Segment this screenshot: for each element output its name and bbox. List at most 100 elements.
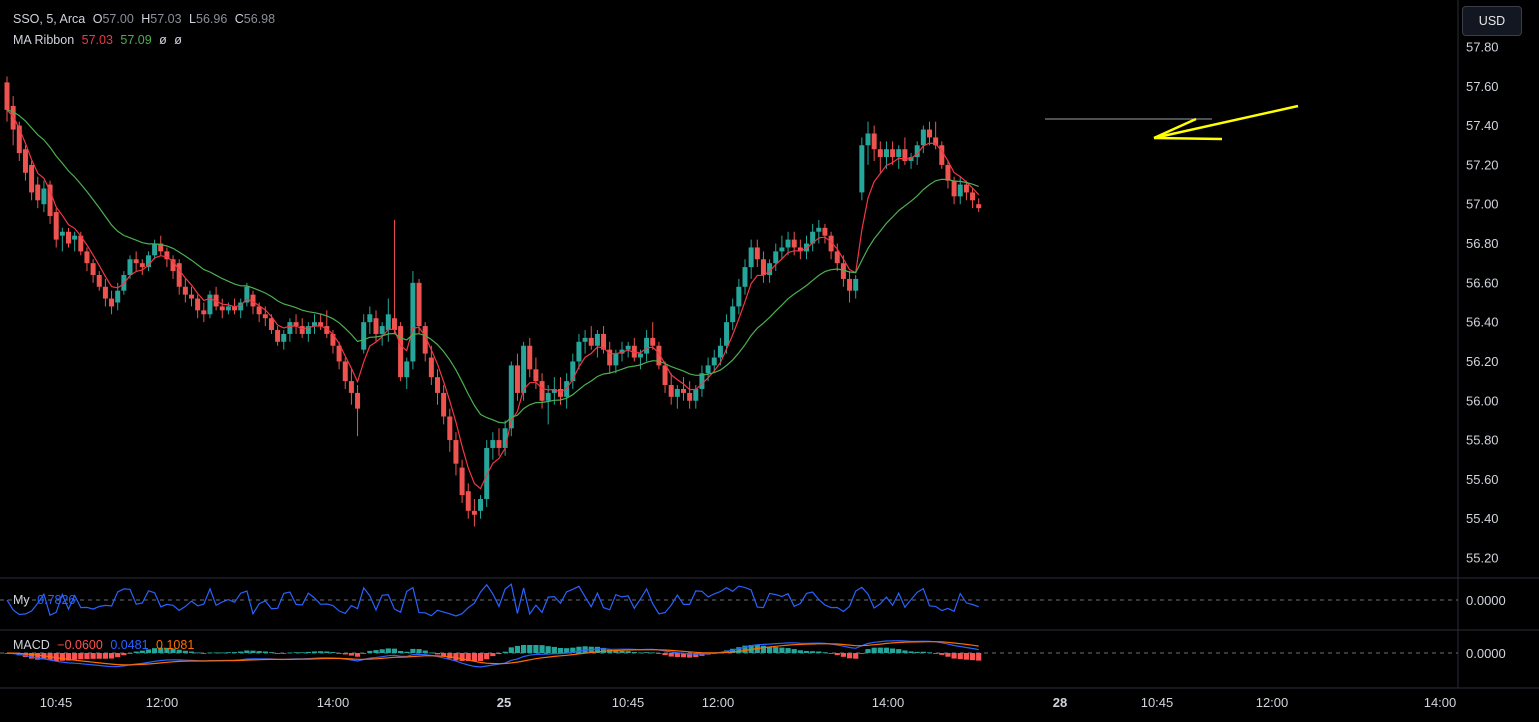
candle-body <box>72 235 78 240</box>
macd-histogram-bar <box>231 652 238 653</box>
candle-body <box>970 192 976 201</box>
candle-body <box>35 184 41 201</box>
candle-body <box>275 330 281 342</box>
time-tick-label: 12:00 <box>1256 695 1289 710</box>
candle-body <box>53 212 59 240</box>
macd-histogram-bar <box>471 653 477 661</box>
macd-histogram-bar <box>441 653 447 657</box>
candle-body <box>268 318 274 331</box>
candle-body <box>133 259 139 264</box>
macd-histogram-bar <box>656 653 662 654</box>
time-tick-label: 14:00 <box>1424 695 1457 710</box>
macd-histogram-bar <box>791 649 797 653</box>
candle-body <box>797 247 803 252</box>
candle-body <box>145 255 151 268</box>
candle-body <box>742 267 748 287</box>
macd-histogram-bar <box>668 653 674 657</box>
candle-body <box>176 263 182 287</box>
high-label: H <box>141 12 151 26</box>
candle-body <box>920 129 926 146</box>
candle-body <box>465 491 471 511</box>
macd-histogram-bar <box>72 653 78 660</box>
macd-histogram-bar <box>330 652 336 653</box>
macd-histogram-bar <box>164 647 170 653</box>
macd-histogram-bar <box>127 653 133 654</box>
candle-body <box>373 318 379 334</box>
macd-histogram-bar <box>816 651 822 653</box>
candle-body <box>883 149 889 158</box>
macd-histogram-bar <box>865 649 871 653</box>
candle-body <box>551 388 557 393</box>
macd-histogram-bar <box>779 647 785 653</box>
candle-body <box>533 369 539 382</box>
macd-histogram-bar <box>262 651 268 653</box>
macd-histogram-bar <box>287 652 293 654</box>
candle-body <box>976 204 982 209</box>
macd-histogram-bar <box>760 645 767 653</box>
macd-histogram-bar <box>158 647 164 653</box>
symbol-legend[interactable]: SSO, 5, Arca O57.00 H57.03 L56.96 C56.98 <box>13 11 279 28</box>
macd-histogram-bar <box>219 652 225 654</box>
time-tick-label: 28 <box>1053 695 1067 710</box>
macd-histogram-bar <box>693 653 699 658</box>
macd-label: MACD <box>13 638 50 652</box>
candle-body <box>453 440 459 464</box>
macd-histogram-bar <box>502 651 508 653</box>
macd-histogram-bar <box>576 646 582 653</box>
macd-histogram-bar <box>139 650 145 653</box>
macd-histogram-bar <box>613 650 619 653</box>
price-tick-label: 55.80 <box>1466 433 1499 448</box>
my-indicator-legend[interactable]: My 0.7826 <box>13 592 79 609</box>
macd-histogram-bar <box>78 653 84 660</box>
candle-body <box>816 227 822 232</box>
candle-body <box>170 259 176 272</box>
price-tick-label: 56.80 <box>1466 236 1499 251</box>
macd-histogram-bar <box>600 647 607 653</box>
time-tick-label: 14:00 <box>317 695 350 710</box>
candle-body <box>139 263 145 268</box>
macd-histogram-bar <box>53 653 59 661</box>
candle-body <box>908 157 914 161</box>
candle-body <box>428 357 434 378</box>
macd-histogram-bar <box>244 650 250 653</box>
candle-body <box>558 388 563 397</box>
macd-histogram-bar <box>797 650 803 653</box>
macd-histogram-bar <box>96 653 102 659</box>
macd-histogram-bar <box>822 652 828 654</box>
macd-histogram-bar <box>367 650 373 653</box>
candle-body <box>447 416 453 441</box>
candle-body <box>59 231 65 236</box>
candle-body <box>29 164 35 193</box>
macd-histogram-bar <box>939 653 945 655</box>
candle-body <box>570 361 576 382</box>
candle-body <box>496 440 502 448</box>
candle-body <box>379 326 385 334</box>
macd-histogram-bar <box>459 653 465 661</box>
ma-fast-value: 57.03 <box>81 33 113 47</box>
candle-body <box>767 263 773 275</box>
macd-histogram-bar <box>896 649 902 653</box>
candle-body <box>262 314 268 319</box>
candle-body <box>41 188 47 205</box>
candle-body <box>422 326 428 354</box>
candle-body <box>588 337 594 346</box>
time-tick-label: 10:45 <box>40 695 73 710</box>
macd-histogram-bar <box>342 653 348 655</box>
candle-body <box>607 349 613 366</box>
currency-button[interactable]: USD <box>1462 6 1522 36</box>
macd-legend[interactable]: MACD −0.0600 0.0481 0.1081 <box>13 637 198 654</box>
macd-histogram-bar <box>680 653 687 658</box>
candle-body <box>16 125 22 154</box>
candle-body <box>521 345 527 393</box>
low-value: 56.96 <box>196 12 228 26</box>
macd-histogram-bar <box>250 650 256 653</box>
macd-histogram-bar <box>35 653 41 660</box>
macd-histogram-bar <box>281 653 287 654</box>
candle-body <box>791 239 797 248</box>
ma-ribbon-legend[interactable]: MA Ribbon 57.03 57.09 ø ø <box>13 32 186 49</box>
price-tick-label: 56.00 <box>1466 393 1499 408</box>
candle-body <box>625 345 631 350</box>
macd-histogram-bar <box>908 651 914 653</box>
macd-histogram-bar <box>625 651 631 653</box>
